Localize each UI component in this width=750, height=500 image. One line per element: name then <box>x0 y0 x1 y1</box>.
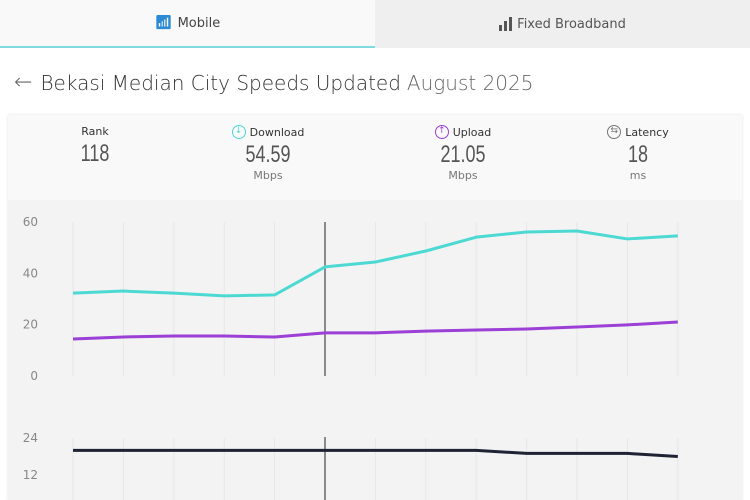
upload-icon: ↑ <box>434 125 449 139</box>
y-tick-label: 60 <box>23 215 38 229</box>
signal-bars-icon <box>499 17 513 31</box>
tab-bar: 📶︎ Mobile Fixed Broadband <box>0 0 750 48</box>
tab-label: Fixed Broadband <box>517 16 626 32</box>
latency-series-line <box>73 448 678 458</box>
stat-rank: Rank 118 <box>70 125 120 168</box>
tab-label: Mobile <box>177 15 221 31</box>
stat-upload: ↑ Upload 21.05 Mbps <box>413 125 513 182</box>
title-text: Bekasi Median City Speeds Updated <box>40 70 401 95</box>
wifi-icon: 📶︎ <box>154 15 173 31</box>
y-tick-label: 12 <box>23 468 38 482</box>
stat-latency: ⇆ Latency 18 ms <box>598 125 678 182</box>
tab-fixed-broadband[interactable]: Fixed Broadband <box>375 0 750 48</box>
upload-label: Upload <box>452 125 492 139</box>
title-date: August 2025 <box>406 70 534 95</box>
y-tick-label: 20 <box>23 318 38 332</box>
stats-row: Rank 118 ↓ Download 54.59 Mbps ↑ Upload 21… <box>8 115 742 200</box>
latency-unit: ms <box>629 169 647 182</box>
y-tick-label: 40 <box>23 266 38 280</box>
rank-value: 118 <box>80 140 110 167</box>
download-label: Download <box>249 125 305 139</box>
download-series-line <box>72 229 678 298</box>
back-arrow-icon[interactable]: ← <box>14 70 33 95</box>
upload-unit: Mbps <box>448 169 478 182</box>
download-value: 54.59 <box>245 141 291 168</box>
upload-series-line <box>72 320 678 341</box>
download-icon: ↓ <box>231 125 246 139</box>
latency-icon: ⇆ <box>607 125 622 139</box>
latency-label: Latency <box>625 125 669 139</box>
download-unit: Mbps <box>253 169 283 182</box>
upload-value: 21.05 <box>440 141 486 168</box>
rank-label: Rank <box>81 125 109 138</box>
y-tick-label: 24 <box>23 431 38 445</box>
y-tick-label: 0 <box>30 369 38 383</box>
stat-download: ↓ Download 54.59 Mbps <box>218 125 318 182</box>
latency-value: 18 <box>627 141 649 168</box>
page-title: ← Bekasi Median City Speeds Updated Augu… <box>14 70 533 95</box>
tab-mobile[interactable]: 📶︎ Mobile <box>0 0 375 48</box>
